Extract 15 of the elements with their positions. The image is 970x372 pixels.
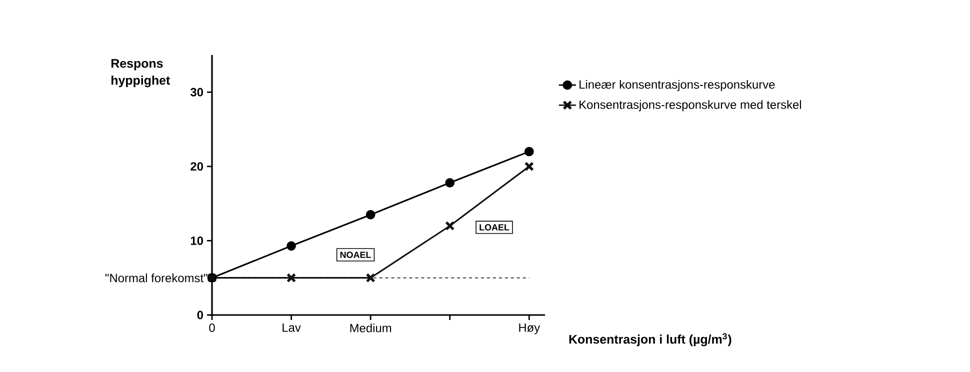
ref-line-label: "Normal forekomst" — [105, 273, 208, 282]
y-tick-label: 30 — [190, 88, 203, 96]
y-tick-label: 10 — [190, 236, 203, 245]
legend-label: Konsentrasjons-responskurve med terskel — [580, 100, 802, 112]
y-axis-title: Respons hyppighet — [111, 59, 170, 88]
y-tick-label: 0 — [197, 310, 203, 320]
legend-label: Lineær konsentrasjons-responskurve — [580, 80, 775, 92]
x-tick-label: Høy — [519, 324, 540, 334]
x-tick-label: 0 — [209, 324, 215, 332]
annotation: LOAEL — [480, 224, 510, 231]
y-tick-label: 20 — [190, 162, 203, 171]
x-axis-title: Konsentrasjon i luft (µg/m$^{3}$) — [569, 333, 732, 346]
x-tick-label: Lav — [282, 324, 301, 332]
x-tick-label: Medium — [350, 324, 392, 332]
annotation: NOAEL — [340, 252, 371, 258]
